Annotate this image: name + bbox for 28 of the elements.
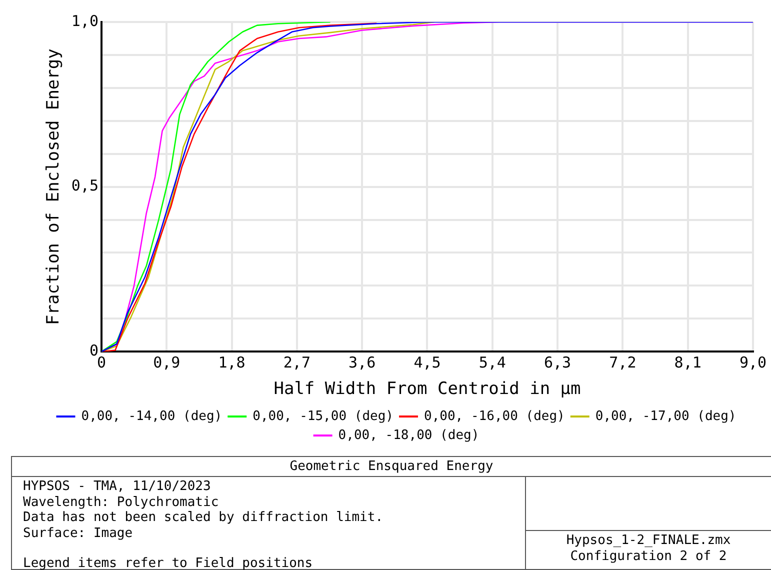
text: Surface: Image <box>23 526 134 541</box>
x-tick-label: 5,4 <box>478 353 506 372</box>
y-tick-label: 1,0 <box>71 12 98 30</box>
x-tick-label: 8,1 <box>674 353 702 372</box>
x-tick-label: 0,9 <box>153 353 180 372</box>
y-tick-label: 0 <box>89 341 98 360</box>
y-axis-title: Fraction of Enclosed Energy <box>44 48 64 325</box>
x-tick-label: 2,7 <box>283 353 310 372</box>
text: Data has not been scaled by diffraction limit. <box>23 510 384 526</box>
legend-label: 0,00, -14,00 (deg) <box>81 408 222 424</box>
y-tick-label: 0,5 <box>71 176 98 195</box>
text: Configuration 2 of 2 <box>569 549 728 565</box>
text: HYPSOS - TMA, 11/10/2023 <box>23 479 212 494</box>
legend-label: 0,00, -18,00 (deg) <box>338 428 480 443</box>
text: Legend items refer to Field positions <box>23 556 314 570</box>
x-axis-title: Half Width From Centroid in µm <box>274 379 581 400</box>
text: Hypsos_1-2_FINALE.zmx <box>565 533 732 549</box>
x-tick-label: 6,3 <box>544 353 572 372</box>
legend-label: 0,00, -16,00 (deg) <box>424 408 565 424</box>
x-tick-label: 7,2 <box>609 353 636 372</box>
legend-label: 0,00, -15,00 (deg) <box>252 408 394 424</box>
text: Geometric Ensquared Energy <box>12 457 771 477</box>
legend-label: 0,00, -17,00 (deg) <box>595 408 736 424</box>
x-tick-label: 1,8 <box>218 353 246 372</box>
x-tick-label: 4,5 <box>414 353 441 372</box>
x-tick-label: 3,6 <box>348 353 376 372</box>
text: Wavelength: Polychromatic <box>23 494 220 510</box>
x-tick-label: 9,0 <box>739 353 767 372</box>
